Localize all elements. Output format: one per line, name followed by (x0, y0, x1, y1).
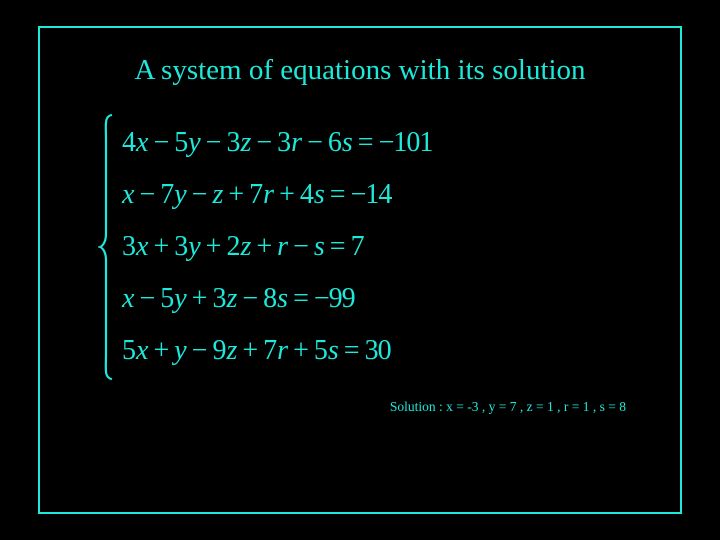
equations-list: 4x−5y−3z−3r−6s=−101x−7y−z+7r+4s=−143x+3y… (122, 113, 432, 381)
solution-line: Solution : x = -3 , y = 7 , z = 1 , r = … (84, 399, 626, 415)
equation-row: 4x−5y−3z−3r−6s=−101 (122, 117, 432, 169)
equation-row: 5x+y−9z+7r+5s=30 (122, 325, 432, 377)
content-frame: A system of equations with its solution … (38, 26, 682, 514)
equation-row: 3x+3y+2z+r−s=7 (122, 221, 432, 273)
equation-row: x−5y+3z−8s=−99 (122, 273, 432, 325)
equation-row: x−7y−z+7r+4s=−14 (122, 169, 432, 221)
equation-system: 4x−5y−3z−3r−6s=−101x−7y−z+7r+4s=−143x+3y… (98, 113, 636, 381)
page-title: A system of equations with its solution (84, 54, 636, 87)
left-brace (98, 113, 116, 381)
